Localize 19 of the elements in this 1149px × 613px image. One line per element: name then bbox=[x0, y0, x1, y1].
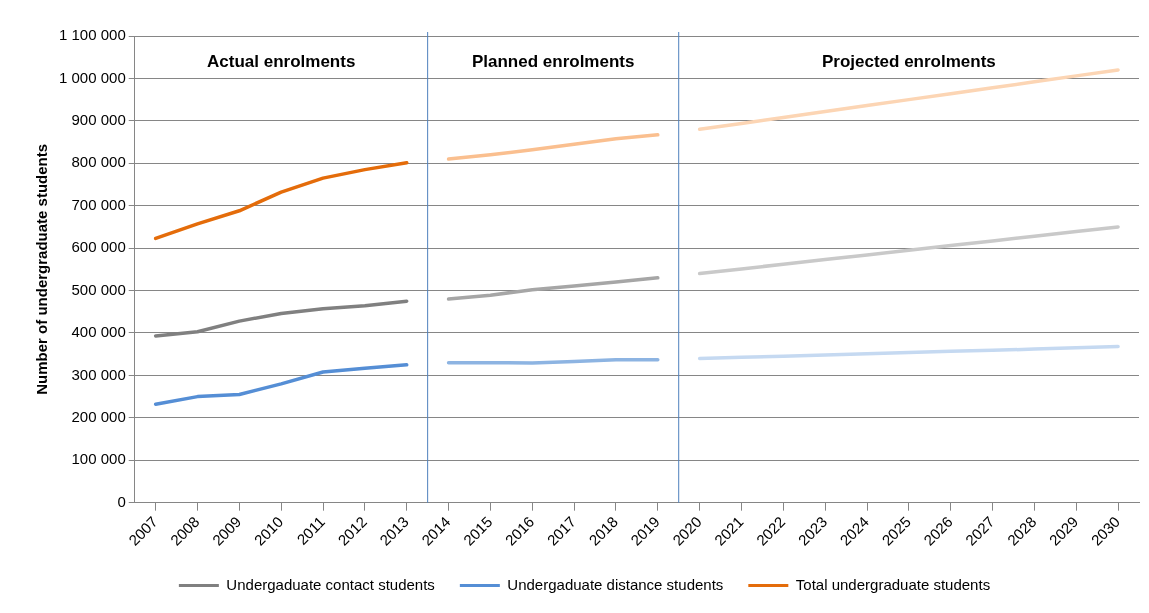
y-tick-label: 1 100 000 bbox=[59, 26, 126, 44]
y-tick-label: 1 000 000 bbox=[59, 68, 126, 86]
annotation: Actual enrolments bbox=[207, 51, 356, 71]
annotation: Planned enrolments bbox=[471, 51, 635, 71]
y-tick-label: 200 000 bbox=[71, 407, 126, 425]
legend-label: Total undergraduate students bbox=[795, 575, 991, 593]
y-tick-label: 600 000 bbox=[71, 238, 126, 256]
y-tick-label: 800 000 bbox=[71, 153, 126, 171]
y-tick-label: 100 000 bbox=[71, 450, 126, 468]
y-tick-label: 300 000 bbox=[71, 365, 126, 383]
annotation: Projected enrolments bbox=[821, 51, 996, 71]
y-tick-label: 500 000 bbox=[71, 280, 126, 298]
y-axis-title: Number of undergraduate students bbox=[33, 143, 51, 395]
legend-label: Undergaduate contact students bbox=[226, 575, 435, 593]
y-tick-label: 700 000 bbox=[71, 195, 126, 213]
y-tick-label: 0 bbox=[117, 492, 126, 510]
y-tick-label: 400 000 bbox=[71, 323, 126, 341]
legend-label: Undergaduate distance students bbox=[507, 575, 724, 593]
y-tick-label: 900 000 bbox=[71, 110, 126, 128]
